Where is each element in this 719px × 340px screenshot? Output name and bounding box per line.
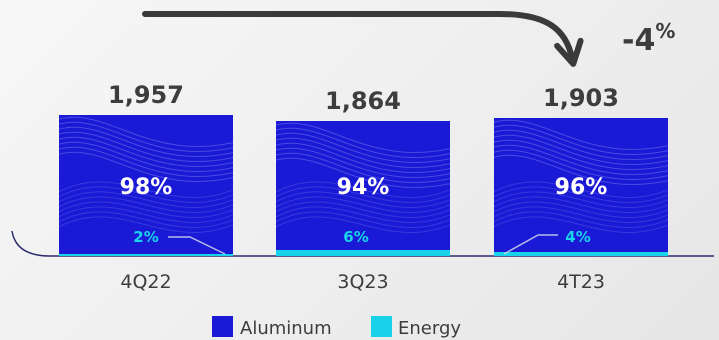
bar-texture	[59, 116, 233, 233]
aluminum-share-label: 96%	[555, 175, 608, 200]
category-label: 4Q22	[120, 271, 171, 293]
legend: Aluminum Energy	[212, 316, 461, 339]
bar-aluminum	[276, 121, 450, 250]
change-label: -4%	[622, 19, 675, 58]
energy-share-label: 6%	[343, 228, 368, 246]
trend-arrow	[142, 11, 584, 67]
bar-energy	[59, 254, 233, 256]
bar-aluminum	[494, 118, 668, 252]
legend-label-energy: Energy	[398, 318, 461, 339]
total-label: 1,903	[543, 84, 619, 112]
aluminum-share-label: 94%	[337, 175, 390, 200]
leader-line	[503, 234, 558, 255]
category-label: 4T23	[557, 271, 605, 293]
aluminum-share-label: 98%	[120, 175, 173, 200]
total-label: 1,864	[325, 87, 401, 115]
bar-energy	[494, 252, 668, 256]
bar-energy	[276, 250, 450, 256]
leader-line	[168, 236, 226, 255]
legend-swatch-energy	[371, 316, 392, 337]
total-label: 1,957	[108, 81, 184, 109]
bar-aluminum	[59, 115, 233, 254]
legend-swatch-aluminum	[212, 316, 233, 337]
x-axis-line	[11, 230, 714, 257]
legend-label-aluminum: Aluminum	[240, 318, 332, 339]
energy-share-label: 4%	[565, 228, 590, 246]
bar-texture	[494, 119, 668, 233]
energy-share-label: 2%	[133, 228, 158, 246]
bar-texture	[276, 122, 450, 233]
category-label: 3Q23	[337, 271, 388, 293]
